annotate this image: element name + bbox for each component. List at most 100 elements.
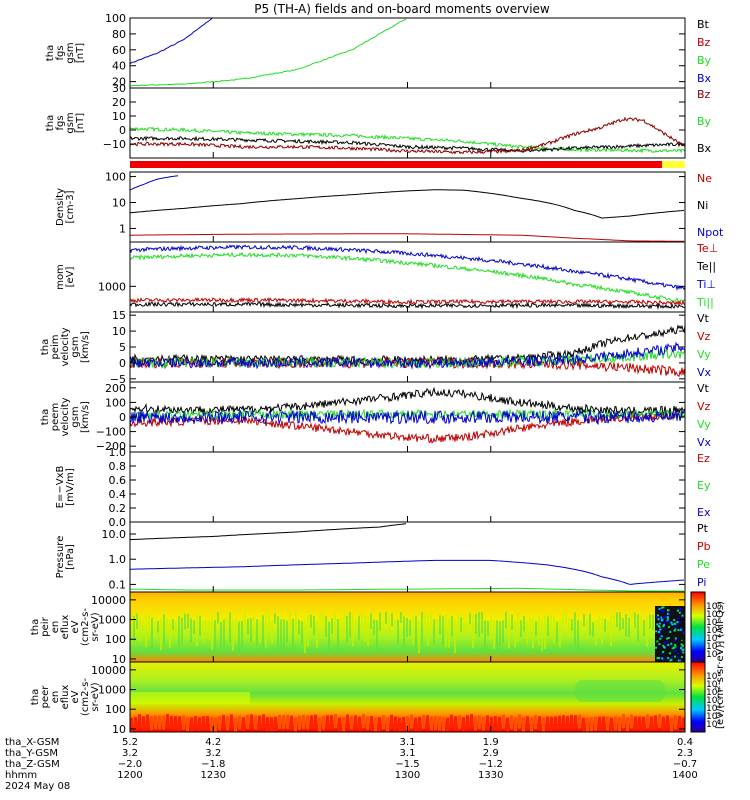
legend-Vt: Vt: [697, 382, 710, 395]
x-row-label: tha_Y-GSM: [5, 748, 58, 759]
y-axis-label-line: Density: [55, 188, 66, 226]
y-axis-label-line: [nPa]: [65, 544, 76, 570]
panel-frame: [129, 311, 686, 383]
y-axis-label: thapeimvelocitygsm[km/s]: [40, 327, 91, 366]
panel-frame: [129, 521, 686, 593]
plot-area: [130, 244, 685, 310]
spectrogram-texture: [130, 606, 685, 662]
plot-area: [130, 523, 685, 592]
y-tick-label: −10: [103, 138, 126, 151]
colorbar-tick-label: 10²: [706, 720, 721, 730]
y-axis-label-line: [eV]: [65, 267, 76, 288]
legend-Bx: Bx: [697, 142, 712, 155]
y-axis-label-line: [km/s]: [80, 401, 91, 433]
legend-Ex: Ex: [697, 506, 711, 519]
x-tick-label: 2.3: [677, 748, 693, 759]
legend-Ez: Ez: [697, 452, 710, 465]
y-axis-label-line: sr-eV): [90, 612, 101, 641]
green-band: [575, 680, 665, 702]
series-line-Bz: [130, 116, 685, 155]
legend-Vz: Vz: [697, 400, 711, 413]
x-tick-label: 3.1: [400, 737, 416, 748]
y-tick-label: 100: [105, 396, 126, 409]
panel-1: 100 80 60 40 20 thafgsgsm[nT] Bt Bz By Bx: [45, 12, 712, 89]
legend-By: By: [697, 115, 712, 128]
legend-Te⊥: Te⊥: [696, 242, 718, 255]
figure-title: P5 (TH-A) fields and on-board moments ov…: [254, 2, 550, 16]
x-tick-label: 1330: [478, 770, 503, 781]
y-axis-label: thafgsgsm[nT]: [45, 112, 86, 133]
colorbar-tick-label: 10⁸: [706, 602, 721, 612]
y-tick-label: 20: [112, 96, 126, 109]
series-line-Vx: [130, 408, 685, 426]
y-axis-label-line: fgs: [55, 115, 66, 130]
y-tick-label: 10: [112, 653, 126, 666]
y-axis-label-line: tha: [45, 45, 56, 61]
y-axis-label-line: tha: [30, 619, 41, 635]
y-tick-label: 0.1: [109, 578, 127, 591]
y-tick-label: 80: [112, 28, 126, 41]
legend-Vx: Vx: [697, 366, 712, 379]
y-axis-label: E=−VxB[mV/m]: [55, 466, 76, 509]
y-axis-label-line: velocity: [60, 397, 71, 436]
colorbar-tick-label: 10³: [706, 712, 721, 722]
y-axis-label-line: gsm: [70, 406, 81, 427]
series-line-By: [130, 126, 685, 154]
y-axis-label-line: fgs: [55, 45, 66, 60]
y-axis-label-line: peer: [40, 685, 51, 709]
y-axis-label-line: en: [50, 621, 61, 634]
colorbar-tick-label: 10⁵: [706, 696, 721, 706]
panel-8: 10.0 1.0 0.1 Pressure[nPa] Pt Pb Pe Pi: [55, 521, 711, 593]
y-axis-label: thapeerenefluxeV(cm2-s-sr-eV): [30, 678, 101, 716]
x-tick-label: 1230: [201, 770, 226, 781]
panel-frame: [129, 451, 686, 523]
x-row-label: 2024 May 08: [5, 781, 70, 792]
x-tick-label: −2.0: [118, 759, 142, 770]
y-tick-label: −200: [96, 440, 126, 453]
y-tick-label: 10.0: [102, 528, 127, 541]
y-tick-label: 0.4: [109, 488, 127, 501]
x-tick-label: 5.2: [122, 737, 138, 748]
panel-3: 100 10 1 Density[cm-3] Ne Ni Npot: [55, 171, 724, 243]
legend-Bx: Bx: [697, 72, 712, 85]
y-axis-label-line: tha: [30, 689, 41, 705]
y-tick-label: 10000: [91, 664, 126, 677]
series-line-Ni: [130, 189, 685, 219]
y-axis-label-line: tha: [40, 409, 51, 425]
colorbar-tick-label: 10⁵: [706, 626, 721, 636]
x-tick-label: −1.8: [201, 759, 225, 770]
y-tick-label: 10: [112, 110, 126, 123]
panel-frame: [129, 17, 686, 89]
series-line-Vt: [130, 324, 685, 366]
legend-Te||: Te||: [696, 260, 716, 273]
colorbar: [690, 661, 706, 733]
series-line-Vx: [130, 341, 685, 370]
series-line-Vt: [130, 386, 685, 416]
x-tick-label: 3.1: [400, 748, 416, 759]
x-tick-label: 0.4: [677, 737, 693, 748]
plot-area: [130, 18, 407, 87]
colorbar-tick-label: 10⁶: [706, 618, 721, 628]
y-axis-label-line: E=−VxB: [55, 466, 66, 509]
panel-5: 15 10 5 0 −5 thapeimvelocitygsm[km/s] Vt Vz Vy Vx: [40, 309, 712, 386]
panel-frame: [129, 87, 686, 159]
y-axis-label-line: tha: [40, 339, 51, 355]
y-axis-label-line: eflux: [60, 615, 71, 640]
plot-area: [130, 386, 685, 444]
y-tick-label: 0.6: [109, 474, 127, 487]
legend-Vt: Vt: [697, 312, 710, 325]
series-line-Ti⊥: [130, 244, 685, 292]
y-axis-label-line: [mV/m]: [65, 468, 76, 506]
y-tick-label: 1: [119, 222, 126, 235]
y-tick-label: 10000: [91, 594, 126, 607]
spectrogram-texture: [130, 680, 685, 732]
y-tick-label: 1000: [98, 614, 126, 627]
legend-Pb: Pb: [697, 540, 711, 553]
x-row-label: hhmm: [5, 770, 37, 781]
y-tick-label: 100: [105, 171, 126, 184]
